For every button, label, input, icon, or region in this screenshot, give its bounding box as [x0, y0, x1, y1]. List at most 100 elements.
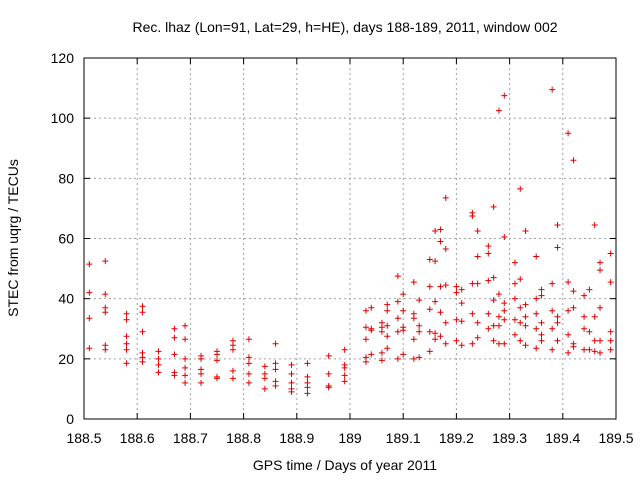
y-tick-label: 20: [58, 351, 74, 367]
data-point: [442, 246, 449, 253]
data-point: [442, 194, 449, 201]
data-point: [384, 307, 391, 314]
data-point: [410, 336, 417, 343]
data-point: [394, 273, 401, 280]
data-point: [362, 358, 369, 365]
data-point: [586, 328, 593, 335]
data-point: [182, 379, 189, 386]
data-point: [533, 253, 540, 260]
data-point: [581, 292, 588, 299]
data-point: [570, 304, 577, 311]
data-point: [432, 336, 439, 343]
data-point: [485, 250, 492, 257]
data-point: [182, 364, 189, 371]
x-tick-label: 188.8: [226, 430, 261, 446]
data-point: [549, 325, 556, 332]
data-point: [495, 340, 502, 347]
data-point: [591, 337, 598, 344]
data-point: [549, 346, 556, 353]
data-point: [245, 354, 252, 361]
y-tick-label: 100: [51, 110, 75, 126]
data-point: [123, 340, 130, 347]
data-point: [171, 334, 178, 341]
data-point: [261, 375, 268, 382]
data-point: [410, 315, 417, 322]
x-tick-label: 189.4: [545, 430, 580, 446]
data-point: [511, 316, 518, 323]
data-point: [341, 364, 348, 371]
data-point: [565, 130, 572, 137]
y-axis-label: STEC from uqrg / TECUs: [5, 159, 21, 317]
data-point: [378, 357, 385, 364]
data-point: [549, 86, 556, 93]
data-point: [86, 261, 93, 268]
data-point: [437, 333, 444, 340]
data-point: [288, 379, 295, 386]
data-point: [245, 379, 252, 386]
axis-ticks: 188.5 188.6 188.7 188.8 188.9 189 189.1 189.2 18…: [51, 50, 634, 446]
data-point: [533, 345, 540, 352]
data-point: [368, 327, 375, 334]
data-point: [139, 358, 146, 365]
data-point: [400, 327, 407, 334]
data-point: [501, 92, 508, 99]
data-point: [570, 343, 577, 350]
data-point: [410, 279, 417, 286]
y-tick-label: 80: [58, 170, 74, 186]
x-tick-label: 188.9: [279, 430, 314, 446]
y-tick-label: 60: [58, 231, 74, 247]
data-point: [214, 351, 220, 358]
data-point: [490, 337, 497, 344]
data-point: [495, 291, 502, 298]
data-point: [416, 322, 423, 329]
data-point: [155, 361, 162, 368]
data-point: [362, 324, 369, 331]
data-point: [586, 286, 593, 293]
data-point: [304, 390, 311, 397]
data-point: [432, 258, 439, 265]
data-point: [155, 355, 162, 362]
data-point: [597, 349, 604, 356]
data-point: [495, 313, 502, 320]
data-point: [511, 280, 518, 287]
data-point: [123, 310, 130, 317]
data-point: [511, 295, 518, 302]
data-point: [272, 360, 279, 367]
data-point: [607, 328, 614, 335]
data-point: [272, 340, 279, 347]
data-point: [400, 307, 407, 314]
data-point: [597, 259, 604, 266]
data-point: [511, 331, 518, 338]
data-point: [522, 227, 529, 234]
data-point: [458, 300, 465, 307]
data-point: [591, 313, 598, 320]
data-point: [522, 342, 529, 349]
data-point: [538, 337, 545, 344]
data-point: [288, 370, 295, 377]
data-point: [597, 304, 604, 311]
data-point: [272, 366, 279, 373]
data-point: [591, 348, 598, 355]
data-point: [182, 355, 189, 362]
data-point: [171, 325, 178, 332]
x-tick-label: 189.2: [439, 430, 474, 446]
data-point: [426, 256, 433, 263]
data-point: [86, 315, 93, 322]
data-point: [533, 310, 540, 317]
data-point: [538, 286, 545, 293]
data-point: [437, 283, 444, 290]
data-point: [182, 336, 189, 343]
x-axis-label: GPS time / Days of year 2011: [253, 457, 437, 473]
data-point: [469, 280, 476, 287]
data-point: [384, 301, 391, 308]
data-point: [495, 322, 502, 329]
data-point: [400, 291, 407, 298]
data-point: [554, 319, 561, 326]
data-point: [474, 253, 481, 260]
y-tick-label: 40: [58, 291, 74, 307]
data-point: [102, 346, 109, 353]
data-point: [495, 107, 502, 114]
data-point: [442, 319, 449, 326]
data-point: [469, 310, 476, 317]
